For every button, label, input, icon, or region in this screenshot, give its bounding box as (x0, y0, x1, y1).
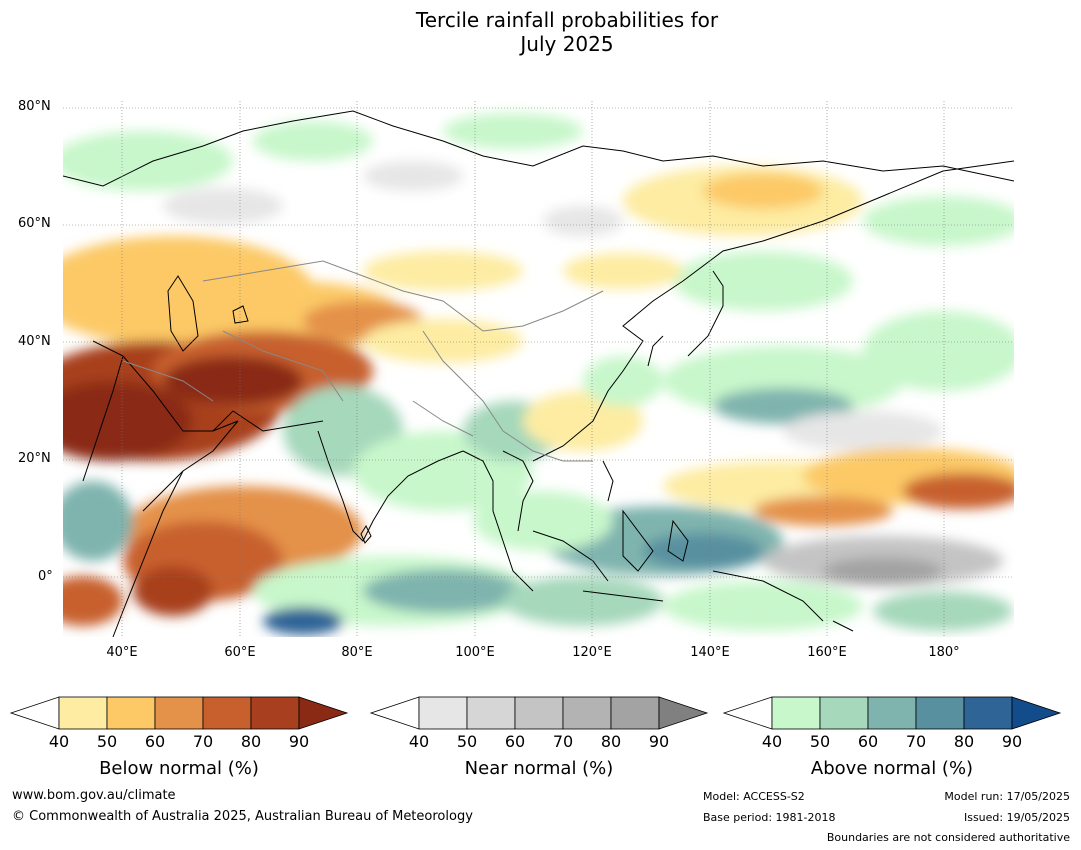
below-tick: 70 (192, 732, 214, 751)
below-normal-title: Below normal (%) (99, 758, 259, 779)
near-bin-50 (466, 696, 516, 730)
below-bin-80 (250, 696, 300, 730)
coastlines (63, 110, 1014, 637)
lon-label-140e: 140°E (690, 645, 730, 660)
near-bin-70 (562, 696, 612, 730)
lat-label-20n: 20°N (18, 451, 51, 466)
lon-label-40e: 40°E (106, 645, 138, 660)
above-lower-extend (723, 696, 773, 730)
near-normal-title: Near normal (%) (464, 758, 614, 779)
below-bin-70 (202, 696, 252, 730)
above-tick: 60 (857, 732, 879, 751)
title-line-2: July 2025 (520, 32, 614, 56)
near-lower-extend (370, 696, 420, 730)
lon-label-80e: 80°E (341, 645, 373, 660)
lat-label-equator: 0° (38, 569, 53, 584)
near-bin-80 (610, 696, 660, 730)
near-tick: 60 (504, 732, 526, 751)
below-tick: 80 (240, 732, 262, 751)
below-lower-extend (10, 696, 60, 730)
above-bin-70 (915, 696, 965, 730)
near-bin-60 (514, 696, 564, 730)
near-tick: 40 (408, 732, 430, 751)
below-tick: 40 (48, 732, 70, 751)
map-svg (63, 101, 1014, 637)
below-bin-50 (106, 696, 156, 730)
above-upper-extend (1011, 696, 1062, 730)
below-bin-60 (154, 696, 204, 730)
lon-label-100e: 100°E (455, 645, 495, 660)
above-normal-colorbar (723, 696, 1062, 730)
lon-label-120e: 120°E (572, 645, 612, 660)
above-bin-40 (771, 696, 821, 730)
model-name: Model: ACCESS-S2 (703, 790, 805, 803)
country-boundaries (122, 260, 604, 462)
near-bin-40 (418, 696, 468, 730)
above-bin-60 (867, 696, 917, 730)
near-tick: 90 (648, 732, 670, 751)
model-run-date: Model run: 17/05/2025 (944, 790, 1070, 803)
near-upper-extend (658, 696, 709, 730)
lon-label-160e: 160°E (807, 645, 847, 660)
below-tick: 90 (288, 732, 310, 751)
near-normal-colorbar (370, 696, 709, 730)
lat-label-80n: 80°N (18, 99, 51, 114)
below-bin-40 (58, 696, 108, 730)
lat-label-40n: 40°N (18, 334, 51, 349)
below-upper-extend (298, 696, 349, 730)
title-line-1: Tercile rainfall probabilities for (415, 8, 719, 32)
above-tick: 80 (953, 732, 975, 751)
probability-field (63, 113, 1014, 635)
lat-label-60n: 60°N (18, 216, 51, 231)
rainfall-probability-map (63, 101, 1014, 637)
below-normal-colorbar (10, 696, 349, 730)
near-tick: 70 (552, 732, 574, 751)
lon-label-60e: 60°E (224, 645, 256, 660)
above-tick: 50 (809, 732, 831, 751)
above-tick: 90 (1001, 732, 1023, 751)
below-tick: 50 (96, 732, 118, 751)
above-tick: 70 (905, 732, 927, 751)
lon-label-180: 180° (928, 645, 960, 660)
above-bin-50 (819, 696, 869, 730)
below-tick: 60 (144, 732, 166, 751)
above-tick: 40 (761, 732, 783, 751)
near-tick: 50 (456, 732, 478, 751)
above-bin-80 (963, 696, 1013, 730)
base-period: Base period: 1981-2018 (703, 811, 836, 824)
website-link[interactable]: www.bom.gov.au/climate (12, 788, 176, 803)
issued-date: Issued: 19/05/2025 (963, 811, 1070, 824)
above-normal-title: Above normal (%) (810, 758, 974, 779)
boundary-disclaimer: Boundaries are not considered authoritat… (826, 831, 1070, 844)
copyright-text: © Commonwealth of Australia 2025, Austra… (12, 809, 473, 824)
graticule (63, 101, 1014, 637)
near-tick: 80 (600, 732, 622, 751)
chart-title: Tercile rainfall probabilities for July … (0, 8, 1081, 56)
